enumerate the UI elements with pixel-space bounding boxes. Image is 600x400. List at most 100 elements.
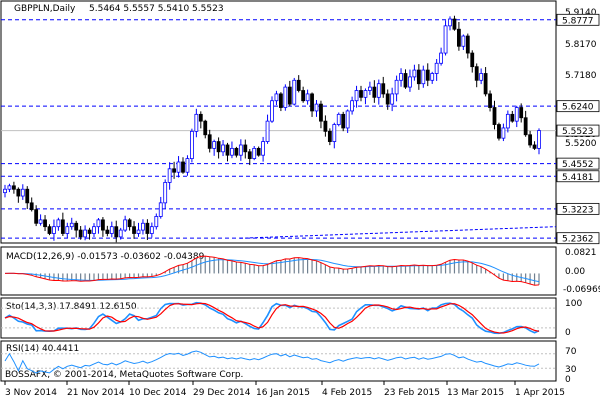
candle-body: [323, 120, 328, 132]
level-label: 5.3223: [562, 205, 594, 215]
level-label-box: [556, 202, 600, 215]
x-tick-label: 13 Mar 2015: [447, 388, 504, 398]
stoch-tick-0: 0: [565, 328, 571, 338]
candle-body: [20, 188, 25, 197]
candle-body: [372, 86, 377, 98]
stoch-label: Sto(14,3,3) 17.8491 12.6150: [6, 302, 137, 312]
trend-line: [239, 226, 557, 239]
stoch-signal-line: [4, 302, 540, 334]
candle-body: [474, 66, 479, 81]
rsi-tick-0: 0: [565, 375, 571, 385]
level-label-box: [556, 100, 600, 113]
candle-body: [132, 226, 136, 234]
candle-body: [394, 79, 399, 95]
candle-body: [87, 229, 92, 234]
candle-body: [528, 134, 532, 146]
candle-body: [265, 120, 270, 142]
candle-body: [381, 83, 386, 95]
candle-body: [247, 151, 252, 159]
candle-body: [341, 113, 346, 129]
candle-body: [523, 117, 528, 136]
candle-body: [305, 93, 310, 102]
level-label: 5.6240: [562, 103, 594, 113]
candle-body: [439, 52, 444, 64]
candle-body: [416, 69, 421, 85]
candle-body: [96, 219, 101, 228]
candle-body: [510, 113, 515, 122]
candle-body: [354, 90, 359, 102]
candle-body: [47, 226, 52, 234]
candle-body: [452, 18, 457, 30]
candle-body: [359, 90, 363, 98]
candle-body: [65, 226, 70, 234]
candle-body: [252, 147, 257, 159]
candle-body: [154, 216, 159, 228]
candle-body: [101, 219, 105, 231]
rsi-tick-70: 70: [565, 347, 577, 357]
candle-body: [185, 158, 190, 173]
candle-body: [216, 141, 221, 153]
candle-body: [385, 93, 390, 105]
current-price-box: [556, 124, 600, 137]
candle-body: [43, 219, 47, 228]
macd-tick-top: 0.0821: [565, 248, 597, 258]
chart-header-symbol: GBPPLN,Daily: [14, 4, 76, 14]
candle-body: [221, 144, 225, 153]
candle-body: [230, 147, 234, 156]
current-price-label: 5.5523: [562, 127, 594, 137]
rsi-label: RSI(14) 40.4411: [6, 344, 79, 354]
candle-body: [118, 229, 123, 238]
candle-body: [327, 130, 332, 142]
candle-body: [376, 83, 381, 98]
candle-body: [136, 229, 141, 234]
x-tick-label: 21 Nov 2014: [67, 388, 125, 398]
candle-body: [412, 69, 417, 78]
candle-body: [287, 86, 292, 105]
candle-body: [52, 226, 56, 234]
candle-body: [296, 79, 301, 91]
stoch-tick-100: 100: [565, 299, 582, 309]
candle-body: [519, 107, 524, 119]
candle-body: [141, 222, 145, 231]
candle-body: [16, 188, 21, 197]
macd-main-line: [4, 255, 540, 286]
candle-body: [505, 113, 510, 129]
candle-body: [158, 202, 163, 217]
level-label-box: [556, 157, 600, 170]
candle-body: [367, 86, 372, 91]
candle-body: [434, 62, 439, 74]
level-label-group: 5.8777 5.6240 5.4552 5.4181 5.3223 5.2362 5.55…: [556, 13, 600, 245]
candle-body: [11, 185, 16, 190]
candle-body: [7, 185, 12, 190]
candle-body: [310, 93, 314, 112]
x-tick-label: 16 Jan 2015: [256, 388, 310, 398]
candle-body: [181, 161, 185, 173]
x-tick-label: 10 Dec 2014: [129, 388, 187, 398]
stoch-panel: Sto(14,3,3) 17.8491 12.6150 100 0: [0, 297, 582, 339]
level-label: 5.8777: [562, 16, 594, 26]
x-tick-label: 1 Apr 2015: [515, 388, 565, 398]
candle-body: [203, 120, 208, 136]
candle-body: [532, 144, 537, 149]
copyright-text: BOSSAFX, © 2001-2014, MetaQuotes Softwar…: [5, 370, 243, 380]
macd-tick-zero: 0.00: [565, 267, 585, 277]
candle-body: [479, 73, 484, 81]
candle-body: [114, 226, 119, 238]
level-label-box: [556, 13, 600, 26]
candle-body: [537, 130, 541, 149]
candle-body: [238, 144, 243, 156]
candle-body: [448, 18, 452, 27]
candle-body: [3, 188, 7, 194]
candle-body: [78, 229, 83, 238]
candle-body: [83, 229, 87, 238]
price-tick-5-7180: 5.7180: [565, 71, 597, 81]
candle-body: [105, 229, 110, 234]
candle-body: [109, 226, 114, 234]
candle-body: [167, 168, 172, 183]
candle-body: [163, 182, 168, 204]
price-tick-5-9140: 5.9140: [565, 8, 597, 18]
candle-body: [34, 209, 39, 224]
candle-body: [127, 219, 132, 228]
level-label-box: [556, 170, 600, 183]
